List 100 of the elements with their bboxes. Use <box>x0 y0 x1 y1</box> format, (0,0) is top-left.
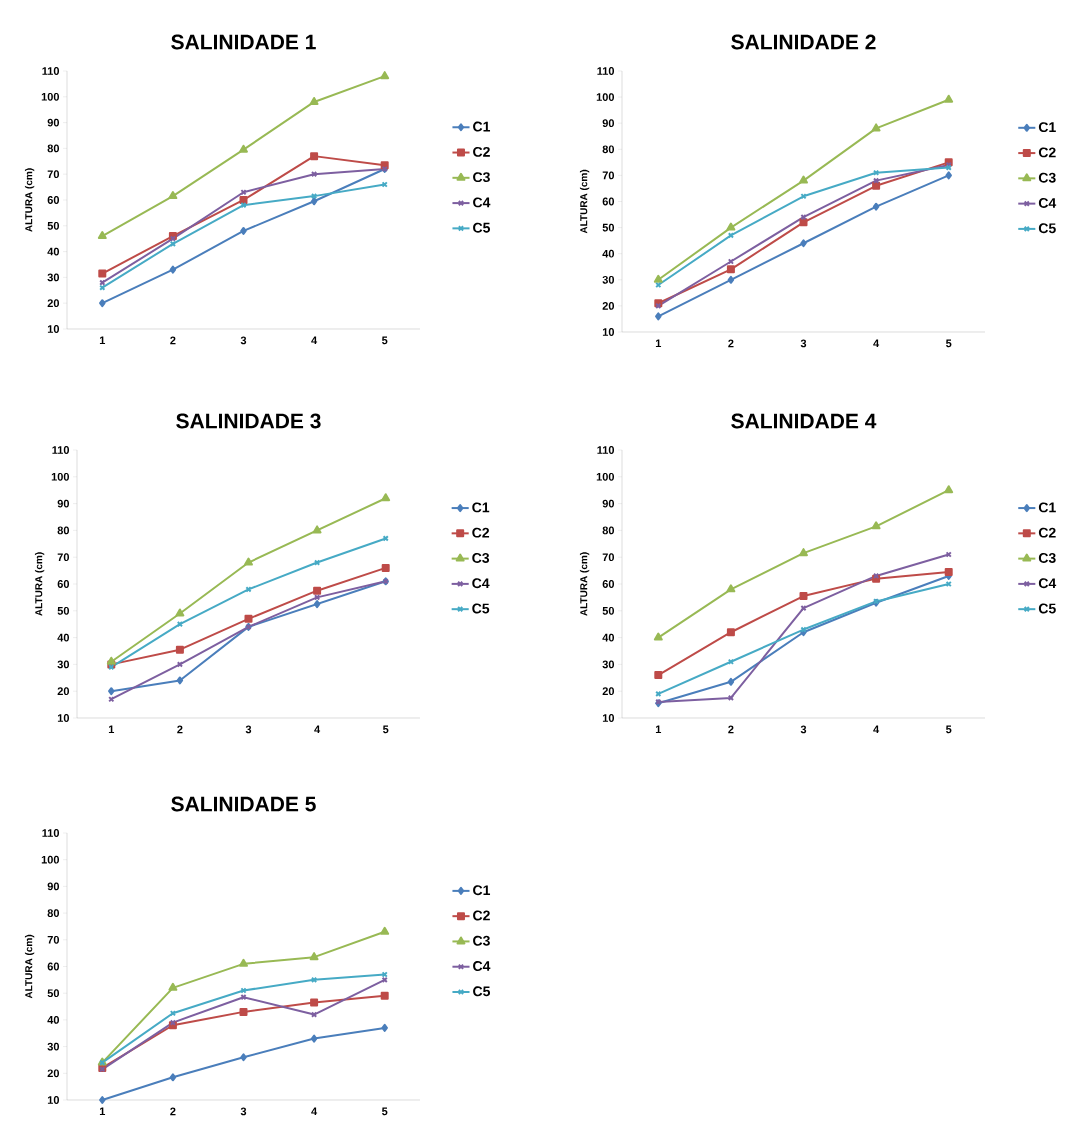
legend-label: C1 <box>473 885 491 896</box>
y-tick-label: 100 <box>596 93 615 101</box>
y-tick-label: 40 <box>602 249 615 258</box>
y-tick-label: 30 <box>602 660 615 669</box>
x-tick-label: 4 <box>311 336 318 345</box>
y-tick-label: 60 <box>602 580 615 588</box>
legend-label: C5 <box>473 986 491 997</box>
legend-label: C3 <box>473 172 490 183</box>
y-tick-label: 20 <box>47 1069 60 1078</box>
legend-label: C1 <box>1038 502 1056 513</box>
y-tick-label: 40 <box>47 247 60 256</box>
legend-label: C4 <box>473 961 491 971</box>
y-axis-title: ALTURA (cm) <box>24 934 35 999</box>
x-tick-label: 5 <box>945 725 952 734</box>
chart-title: SALINIDADE 5 <box>171 796 316 812</box>
y-tick-label: 70 <box>602 171 615 180</box>
y-tick-label: 110 <box>597 446 615 454</box>
x-tick-label: 1 <box>99 1107 106 1116</box>
y-tick-label: 70 <box>47 935 60 944</box>
y-axis-title: ALTURA (cm) <box>34 552 45 616</box>
chart-title: SALINIDADE 4 <box>731 413 877 429</box>
y-tick-label: 40 <box>57 633 70 642</box>
legend-label: C1 <box>472 502 490 513</box>
y-tick-label: 90 <box>57 499 70 508</box>
y-tick-label: 30 <box>57 660 70 669</box>
legend-label: C2 <box>472 527 490 538</box>
legend-label: C4 <box>1038 197 1057 208</box>
y-tick-label: 50 <box>602 606 615 615</box>
x-tick-label: 1 <box>108 725 115 734</box>
y-tick-label: 110 <box>42 67 60 75</box>
legend-label: C2 <box>1038 147 1056 158</box>
chart-title: SALINIDADE 3 <box>176 413 321 429</box>
y-tick-label: 60 <box>47 962 60 971</box>
legend-label: C5 <box>473 222 491 233</box>
legend-label: C3 <box>472 552 490 563</box>
legend-label: C5 <box>1038 223 1056 234</box>
y-tick-label: 20 <box>602 302 615 310</box>
y-tick-label: 70 <box>57 553 70 562</box>
legend-label: C4 <box>473 197 491 208</box>
y-tick-label: 50 <box>47 989 60 998</box>
y-axis-title: ALTURA (cm) <box>579 552 590 616</box>
y-tick-label: 30 <box>602 275 615 284</box>
x-tick-label: 1 <box>655 725 662 734</box>
y-tick-label: 100 <box>51 472 70 481</box>
y-tick-label: 10 <box>47 1096 60 1104</box>
x-tick-label: 4 <box>873 725 880 734</box>
y-tick-label: 110 <box>597 67 615 75</box>
y-tick-label: 50 <box>47 221 60 230</box>
y-tick-label: 100 <box>41 92 60 101</box>
y-tick-label: 20 <box>602 687 615 696</box>
x-tick-label: 5 <box>381 1107 388 1116</box>
y-tick-label: 100 <box>596 472 615 481</box>
y-tick-label: 110 <box>52 446 70 454</box>
x-tick-label: 3 <box>800 339 807 348</box>
y-tick-label: 30 <box>47 1042 60 1051</box>
legend-label: C4 <box>1038 578 1057 589</box>
y-tick-label: 80 <box>602 145 615 154</box>
y-tick-label: 20 <box>57 687 70 696</box>
x-tick-label: 5 <box>945 339 952 348</box>
y-tick-label: 90 <box>47 118 60 127</box>
legend-label: C3 <box>1038 552 1056 563</box>
legend-label: C3 <box>473 935 490 946</box>
y-tick-label: 110 <box>42 829 60 837</box>
y-tick-label: 10 <box>602 714 615 722</box>
y-tick-label: 90 <box>602 499 615 508</box>
y-tick-label: 10 <box>602 328 615 336</box>
legend-label: C1 <box>473 121 491 132</box>
x-tick-label: 3 <box>800 725 807 734</box>
x-tick-label: 3 <box>245 725 252 734</box>
x-tick-label: 5 <box>382 725 389 734</box>
y-tick-label: 90 <box>602 119 615 128</box>
chart-title: SALINIDADE 2 <box>731 34 876 50</box>
y-tick-label: 60 <box>47 196 60 204</box>
y-tick-label: 70 <box>602 553 615 562</box>
y-tick-label: 80 <box>602 526 615 535</box>
legend-label: C2 <box>473 910 490 921</box>
y-tick-label: 10 <box>47 325 60 333</box>
y-tick-label: 80 <box>47 144 60 153</box>
y-axis-title: ALTURA (cm) <box>579 169 590 234</box>
legend-label: C2 <box>473 146 490 157</box>
y-tick-label: 10 <box>57 714 70 722</box>
x-tick-label: 2 <box>170 1107 176 1116</box>
y-tick-label: 90 <box>47 882 60 891</box>
legend-label: C5 <box>1038 603 1056 614</box>
y-tick-label: 80 <box>57 526 70 535</box>
x-tick-label: 2 <box>177 725 183 734</box>
x-tick-label: 3 <box>240 336 247 345</box>
legend-label: C1 <box>1038 122 1056 133</box>
x-tick-label: 3 <box>240 1107 247 1116</box>
y-axis-title: ALTURA (cm) <box>24 168 35 232</box>
x-tick-label: 1 <box>655 339 662 348</box>
x-tick-label: 2 <box>728 725 734 734</box>
y-tick-label: 40 <box>602 633 615 642</box>
legend-label: C5 <box>472 603 490 614</box>
y-tick-label: 40 <box>47 1016 60 1024</box>
x-tick-label: 2 <box>728 339 734 348</box>
legend-label: C4 <box>472 578 490 589</box>
x-tick-label: 4 <box>311 1107 318 1116</box>
y-tick-label: 60 <box>57 580 70 588</box>
y-tick-label: 70 <box>47 170 60 179</box>
